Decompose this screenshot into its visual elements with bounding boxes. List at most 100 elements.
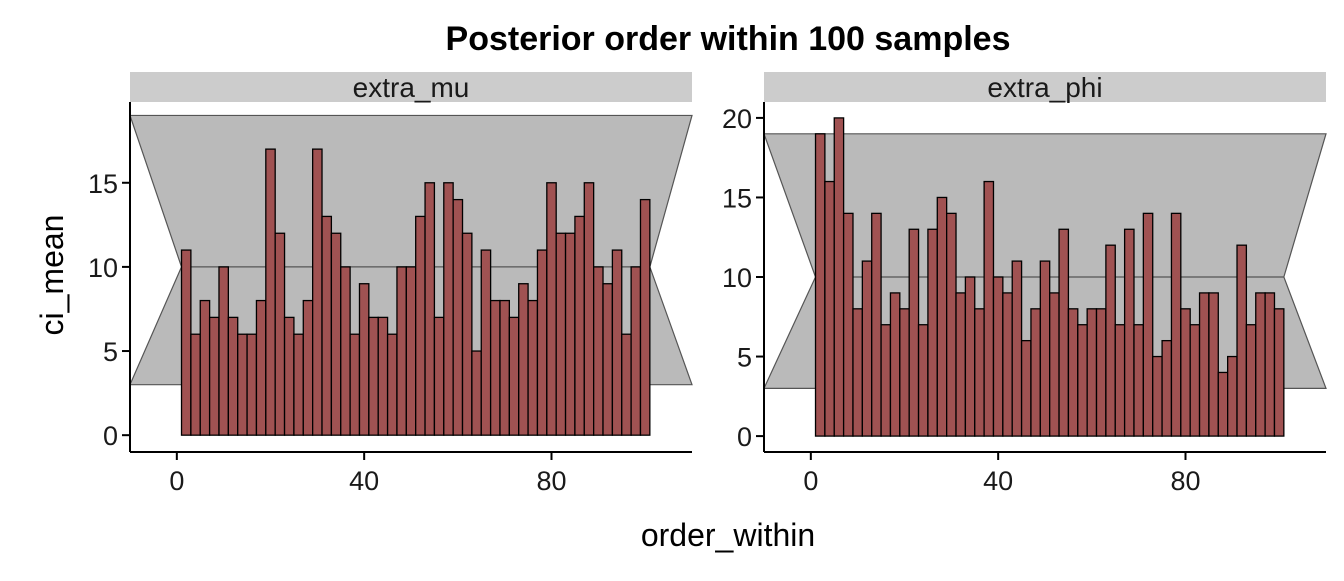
bar bbox=[227, 316, 239, 436]
bar bbox=[1086, 308, 1098, 437]
x-tick-label: 40 bbox=[983, 466, 1013, 496]
y-tick-label: 10 bbox=[88, 253, 118, 283]
bar bbox=[368, 316, 379, 436]
bar bbox=[405, 266, 417, 436]
y-tick-label: 5 bbox=[737, 343, 752, 373]
bar bbox=[199, 299, 211, 436]
bar bbox=[461, 232, 473, 436]
bar bbox=[536, 249, 548, 436]
bar bbox=[1011, 260, 1023, 437]
bar bbox=[546, 182, 557, 436]
bar bbox=[237, 333, 248, 436]
bar bbox=[358, 283, 370, 436]
bar bbox=[246, 333, 258, 436]
bar bbox=[208, 316, 220, 436]
bar bbox=[293, 333, 304, 436]
chart-title: Posterior order within 100 samples bbox=[446, 20, 1011, 58]
bar bbox=[936, 196, 948, 437]
bar bbox=[880, 324, 892, 437]
bar bbox=[899, 308, 910, 437]
bar bbox=[974, 308, 985, 437]
x-tick-label: 40 bbox=[349, 466, 379, 496]
bar bbox=[1095, 308, 1107, 437]
bar bbox=[842, 212, 854, 437]
panel-extra-phi: extra_phi 0 5 10 15 20 0 40 80 bbox=[722, 72, 1327, 496]
strip-background bbox=[130, 72, 692, 102]
y-tick-label: 15 bbox=[722, 183, 752, 213]
bar bbox=[396, 266, 407, 436]
bar bbox=[1255, 292, 1266, 437]
bar bbox=[180, 249, 192, 436]
bar bbox=[964, 276, 976, 437]
x-tick-label: 80 bbox=[536, 466, 566, 496]
bar bbox=[489, 299, 501, 436]
bar bbox=[927, 228, 938, 437]
bar bbox=[265, 148, 276, 436]
bar bbox=[1067, 308, 1079, 437]
y-axis-label: ci_mean bbox=[34, 215, 70, 336]
bar bbox=[1133, 324, 1144, 437]
bar bbox=[499, 299, 511, 436]
bar bbox=[564, 232, 576, 436]
x-axis-label: order_within bbox=[641, 517, 815, 553]
bar bbox=[377, 316, 389, 436]
bar bbox=[833, 117, 845, 437]
y-tick-label: 10 bbox=[722, 263, 752, 293]
bar bbox=[1105, 244, 1116, 437]
bar bbox=[1152, 355, 1163, 437]
bar bbox=[386, 333, 398, 436]
bar bbox=[415, 215, 426, 436]
bar bbox=[861, 260, 873, 437]
bar bbox=[274, 232, 286, 436]
bar bbox=[574, 215, 585, 436]
bar bbox=[471, 350, 482, 436]
bar bbox=[955, 292, 967, 437]
bar bbox=[1020, 339, 1032, 437]
bar bbox=[1039, 260, 1051, 437]
bar bbox=[1030, 308, 1041, 437]
bar bbox=[1002, 292, 1013, 437]
bar bbox=[1208, 292, 1219, 437]
bar bbox=[1077, 324, 1088, 437]
bar bbox=[983, 180, 995, 437]
bar bbox=[908, 228, 920, 437]
bar bbox=[190, 333, 201, 436]
bar bbox=[602, 283, 614, 436]
bar bbox=[621, 333, 632, 436]
bar bbox=[555, 232, 567, 436]
bar bbox=[639, 198, 651, 436]
x-tick-label: 0 bbox=[169, 466, 184, 496]
bar bbox=[889, 292, 901, 437]
strip-label: extra_mu bbox=[353, 72, 470, 103]
bar bbox=[1142, 212, 1154, 437]
bar bbox=[518, 283, 529, 436]
x-tick-label: 80 bbox=[1170, 466, 1200, 496]
bar bbox=[311, 148, 323, 436]
bar bbox=[433, 316, 445, 436]
x-tick-label: 0 bbox=[803, 466, 818, 496]
y-tick-label: 5 bbox=[103, 337, 118, 367]
bar bbox=[1245, 324, 1257, 437]
bar bbox=[1049, 292, 1060, 437]
strip-background bbox=[764, 72, 1326, 102]
bar bbox=[1058, 228, 1070, 437]
bar bbox=[1273, 308, 1285, 437]
bar bbox=[527, 299, 539, 436]
bar bbox=[321, 215, 333, 436]
bar bbox=[480, 249, 492, 436]
panel-extra-mu: extra_mu 0 5 10 15 0 40 80 bbox=[88, 72, 693, 496]
bar bbox=[1189, 324, 1201, 437]
bar bbox=[824, 180, 835, 437]
bar bbox=[1114, 324, 1126, 437]
bar bbox=[814, 133, 826, 437]
bar bbox=[1180, 308, 1191, 437]
bar bbox=[424, 182, 436, 436]
bar bbox=[1217, 371, 1229, 437]
bar bbox=[443, 182, 454, 436]
bar bbox=[946, 212, 957, 437]
bar bbox=[452, 198, 464, 436]
bar bbox=[1227, 355, 1238, 437]
bar bbox=[349, 333, 361, 436]
